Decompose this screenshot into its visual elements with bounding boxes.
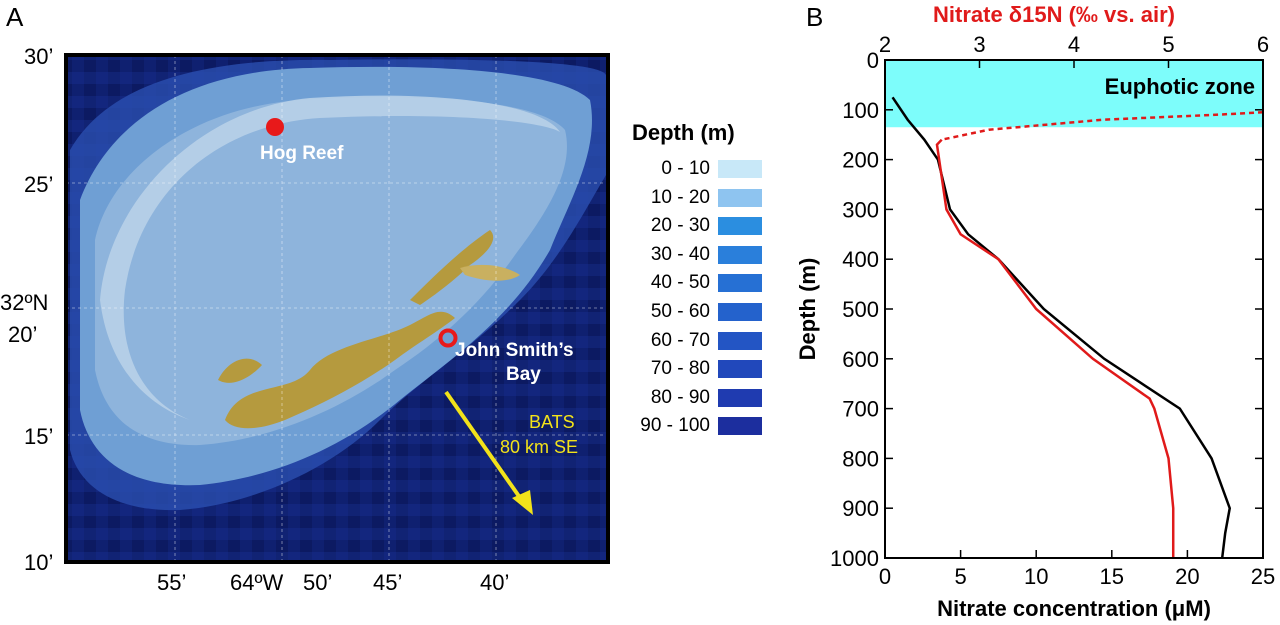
legend-item: 80 - 90 (622, 387, 762, 409)
legend-swatch (718, 274, 762, 293)
hog-reef-label: Hog Reef (260, 143, 344, 164)
y-tick-label: 300 (842, 197, 879, 222)
plot-frame (884, 59, 1264, 559)
y-tick-label: 1000 (830, 546, 879, 571)
x-top-tick-label: 2 (879, 32, 891, 57)
series-line-1 (935, 138, 1175, 558)
x-bottom-tick-label: 15 (1100, 564, 1124, 589)
legend-item-label: 20 - 30 (650, 215, 710, 237)
legend-item: 90 - 100 (622, 415, 762, 437)
x-bottom-tick-label: 20 (1175, 564, 1199, 589)
legend-item: 70 - 80 (622, 358, 762, 380)
legend-item: 50 - 60 (622, 301, 762, 323)
y-tick-label: 100 (842, 98, 879, 123)
depth-legend-title: Depth (m) (632, 120, 735, 145)
y-tick-label: 900 (842, 496, 879, 521)
lat-label-32n: 32ºN (0, 290, 49, 315)
legend-swatch (718, 160, 762, 178)
legend-item-label: 0 - 10 (661, 158, 710, 179)
series-line-0 (891, 96, 1232, 559)
legend-item-label: 50 - 60 (650, 301, 710, 322)
lat-label-20: 20’ (8, 322, 38, 347)
legend-item-label: 90 - 100 (640, 415, 710, 437)
legend-swatch (718, 303, 762, 321)
lat-label-15: 15’ (24, 424, 54, 449)
legend-swatch (718, 188, 762, 207)
legend-item: 30 - 40 (622, 244, 762, 266)
legend-item: 0 - 10 (622, 158, 762, 180)
lon-label-40: 40’ (480, 570, 510, 595)
legend-swatch (718, 217, 762, 236)
series-line-dashed-1 (941, 111, 1264, 141)
legend-item-label: 80 - 90 (650, 386, 710, 408)
y-tick-label: 600 (842, 347, 879, 372)
panel-b-letter: B (806, 2, 824, 32)
legend-swatch (718, 245, 762, 264)
lat-label-25: 25’ (24, 172, 54, 197)
legend-item-label: 40 - 50 (650, 272, 710, 294)
x-top-tick-label: 6 (1257, 32, 1269, 57)
legend-item-label: 60 - 70 (650, 329, 710, 351)
panel-a-letter: A (6, 2, 24, 32)
y-axis-title: Depth (m) (795, 258, 820, 361)
y-tick-label: 700 (842, 397, 879, 422)
bats-distance-label: 80 km SE (500, 437, 579, 457)
x-bottom-tick-label: 10 (1024, 564, 1048, 589)
legend-item: 20 - 30 (622, 215, 762, 237)
legend-item-label: 30 - 40 (650, 243, 710, 265)
x-bottom-tick-label: 25 (1251, 564, 1275, 589)
lon-label-50: 50’ (303, 570, 333, 595)
john-smiths-bay-label: John Smith’s (455, 340, 574, 361)
y-tick-label: 400 (842, 247, 879, 272)
y-tick-label: 200 (842, 148, 879, 173)
y-tick-label: 500 (842, 297, 879, 322)
lon-label-64w: 64ºW (230, 570, 284, 595)
lon-label-45: 45’ (373, 570, 403, 595)
lon-label-55: 55’ (157, 570, 187, 595)
y-tick-label: 800 (842, 446, 879, 471)
x-bottom-tick-label: 5 (954, 564, 966, 589)
legend-swatch (718, 360, 762, 379)
bats-label: BATS (529, 412, 575, 432)
legend-item: 40 - 50 (622, 272, 762, 294)
lat-label-30: 30’ (24, 44, 54, 69)
legend-item: 10 - 20 (622, 187, 762, 209)
legend-swatch (718, 388, 762, 407)
legend-item-label: 10 - 20 (650, 186, 710, 208)
x-bottom-tick-label: 0 (879, 564, 891, 589)
x-bottom-axis-title: Nitrate concentration (μM) (937, 596, 1211, 621)
euphotic-zone-label: Euphotic zone (1105, 74, 1255, 99)
x-top-axis-title: Nitrate δ15N (‰ vs. air) (933, 2, 1175, 27)
legend-item: 60 - 70 (622, 330, 762, 352)
x-top-tick-label: 4 (1068, 32, 1080, 57)
x-top-tick-label: 3 (973, 32, 985, 57)
lat-label-10: 10’ (24, 550, 54, 575)
john-smiths-bay-label-2: Bay (506, 364, 541, 385)
legend-swatch (718, 417, 762, 436)
legend-swatch (718, 331, 762, 350)
y-tick-label: 0 (867, 48, 879, 73)
legend-item-label: 70 - 80 (650, 358, 710, 380)
x-top-tick-label: 5 (1162, 32, 1174, 57)
